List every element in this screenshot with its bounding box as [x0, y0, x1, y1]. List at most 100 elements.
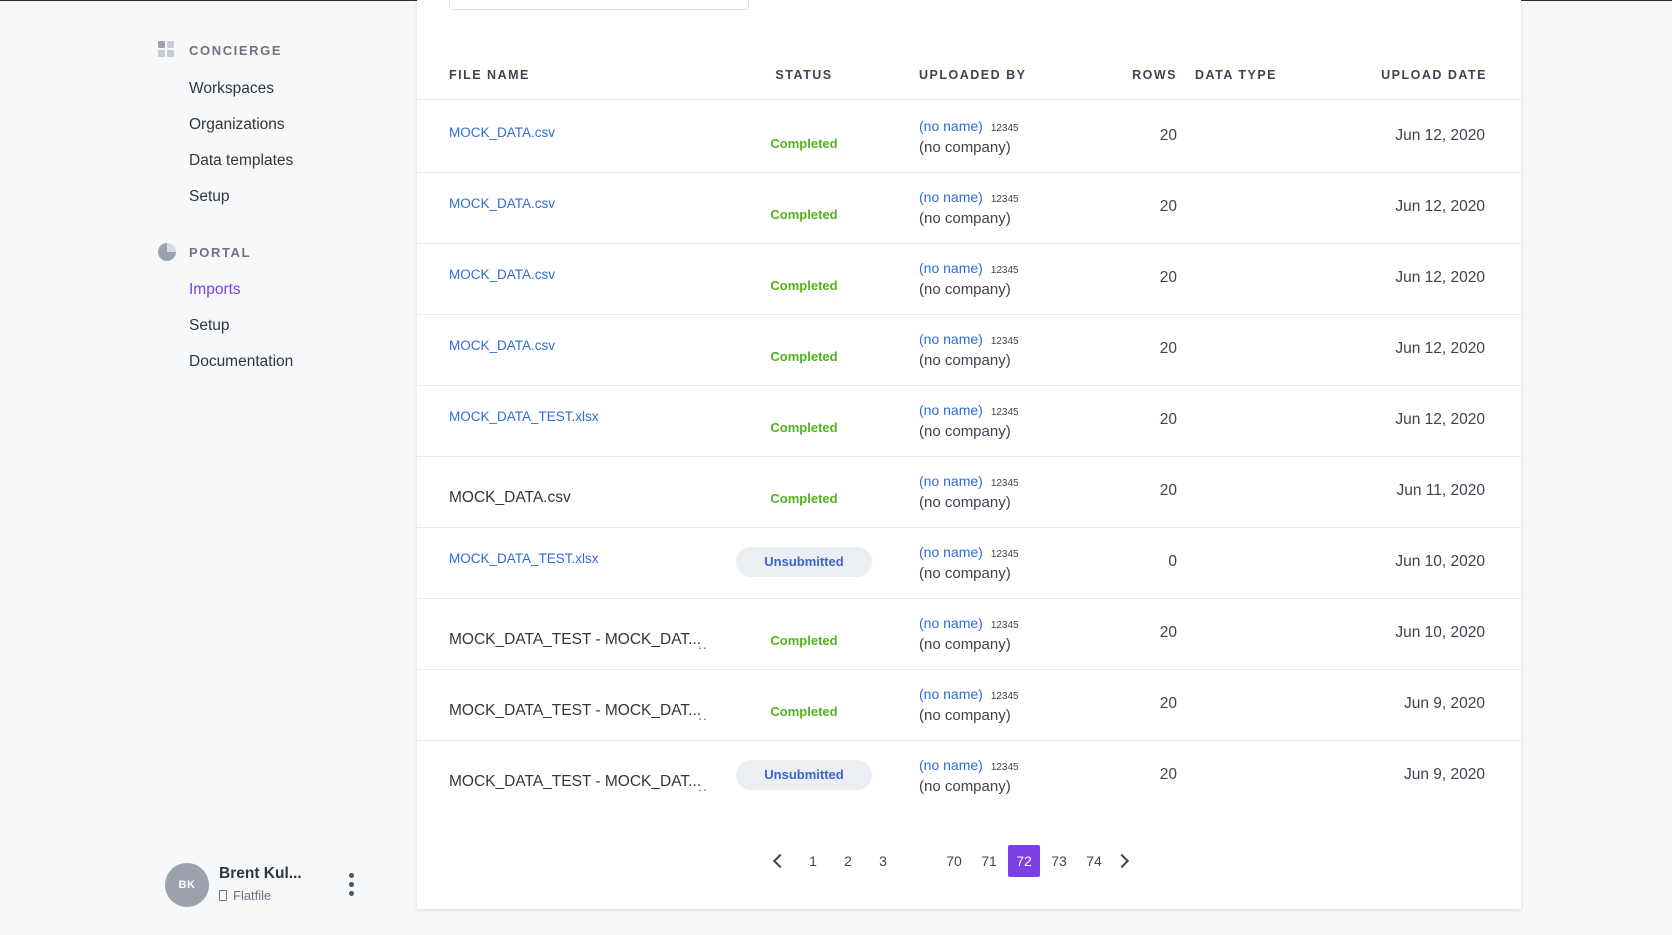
sidebar-item-imports[interactable]: Imports — [189, 281, 241, 298]
uploader-name[interactable]: (no name) — [919, 686, 983, 702]
status-badge: Completed — [770, 207, 838, 222]
uploader-id: 12345 — [990, 691, 1019, 702]
chevron-right-icon[interactable] — [1114, 853, 1130, 869]
status-badge: Completed — [770, 420, 838, 435]
pie-chart-icon — [158, 243, 176, 261]
sidebar-item-portal-setup[interactable]: Setup — [189, 317, 230, 334]
building-icon — [219, 890, 227, 901]
header-file-name[interactable]: FILE NAME — [449, 68, 530, 82]
uploaded-by: (no name) 12345 (no company) — [919, 189, 1019, 227]
user-profile[interactable]: BK Brent Kul... Flatfile — [165, 863, 375, 907]
file-name[interactable]: MOCK_DATA.csv — [449, 125, 556, 140]
status-badge: Completed — [770, 278, 838, 293]
file-name: MOCK_DATA_TEST - MOCK_DAT... — [449, 773, 702, 790]
table-row[interactable]: MOCK_DATA.csv Completed (no name) 12345 (no … — [417, 172, 1521, 244]
truncation-marker: .. — [698, 778, 708, 794]
uploader-name[interactable]: (no name) — [919, 260, 983, 276]
uploader-id: 12345 — [990, 478, 1019, 489]
uploader-id: 12345 — [990, 620, 1019, 631]
row-count: 20 — [1159, 766, 1177, 783]
page-button-71[interactable]: 71 — [981, 853, 997, 869]
sidebar-item-data-templates[interactable]: Data templates — [189, 152, 294, 169]
uploader-company: (no company) — [919, 494, 1011, 511]
sidebar-item-organizations[interactable]: Organizations — [189, 116, 285, 133]
uploaded-by: (no name) 12345 (no company) — [919, 544, 1019, 582]
file-name[interactable]: MOCK_DATA.csv — [449, 267, 556, 282]
upload-date: Jun 10, 2020 — [1395, 624, 1485, 641]
uploader-company: (no company) — [919, 210, 1011, 227]
uploader-id: 12345 — [990, 407, 1019, 418]
upload-date: Jun 9, 2020 — [1403, 766, 1485, 783]
page-button-70[interactable]: 70 — [946, 853, 962, 869]
uploaded-by: (no name) 12345 (no company) — [919, 118, 1019, 156]
uploader-name[interactable]: (no name) — [919, 544, 983, 560]
row-count: 20 — [1159, 482, 1177, 499]
uploader-id: 12345 — [990, 265, 1019, 276]
uploader-id: 12345 — [990, 336, 1019, 347]
section-portal: PORTAL — [158, 243, 251, 261]
header-uploaded-by[interactable]: UPLOADED BY — [919, 68, 1027, 82]
header-data-type[interactable]: DATA TYPE — [1195, 68, 1278, 82]
upload-date: Jun 11, 2020 — [1396, 482, 1485, 499]
user-name: Brent Kul... — [219, 865, 302, 882]
uploader-name[interactable]: (no name) — [919, 331, 983, 347]
table-header: FILE NAME STATUS UPLOADED BY ROWS DATA T… — [417, 58, 1521, 100]
table-row[interactable]: MOCK_DATA.csv Completed (no name) 12345 (no … — [417, 101, 1521, 173]
uploader-name[interactable]: (no name) — [919, 473, 983, 489]
truncation-marker: .. — [698, 636, 708, 652]
section-concierge: CONCIERGE — [158, 41, 282, 59]
sidebar-item-concierge-setup[interactable]: Setup — [189, 188, 230, 205]
header-rows[interactable]: ROWS — [1132, 68, 1177, 82]
file-name[interactable]: MOCK_DATA_TEST.xlsx — [449, 551, 599, 566]
sidebar-item-documentation[interactable]: Documentation — [189, 353, 294, 370]
avatar: BK — [165, 863, 209, 907]
uploader-id: 12345 — [990, 194, 1019, 205]
row-count: 20 — [1159, 624, 1177, 641]
kebab-menu-icon[interactable] — [348, 873, 354, 897]
page-button-73[interactable]: 73 — [1051, 853, 1067, 869]
uploader-name[interactable]: (no name) — [919, 402, 983, 418]
page-button-74[interactable]: 74 — [1086, 853, 1102, 869]
status-badge: Unsubmitted — [736, 547, 872, 577]
status-badge: Completed — [770, 349, 838, 364]
table-row[interactable]: MOCK_DATA.csv Completed (no name) 12345 (no … — [417, 314, 1521, 386]
row-count: 20 — [1159, 198, 1177, 215]
table-row[interactable]: MOCK_DATA_TEST - MOCK_DAT..... Unsubmitte… — [417, 740, 1521, 812]
grid-icon — [158, 41, 176, 59]
search-input[interactable] — [449, 0, 749, 10]
file-name[interactable]: MOCK_DATA_TEST.xlsx — [449, 409, 599, 424]
chevron-left-icon[interactable] — [772, 853, 788, 869]
section-label-concierge: CONCIERGE — [189, 42, 283, 58]
table-row[interactable]: MOCK_DATA.csv Completed (no name) 12345 (no … — [417, 243, 1521, 315]
uploader-name[interactable]: (no name) — [919, 757, 983, 773]
table-row[interactable]: MOCK_DATA_TEST.xlsx Completed (no name) 123… — [417, 385, 1521, 457]
file-name[interactable]: MOCK_DATA.csv — [449, 196, 556, 211]
page-button-1[interactable]: 1 — [809, 853, 817, 869]
table-row[interactable]: MOCK_DATA_TEST - MOCK_DAT..... Completed (… — [417, 669, 1521, 741]
table-row[interactable]: MOCK_DATA_TEST.xlsx Unsubmitted (no name) 1… — [417, 527, 1521, 599]
imports-card: FILE NAME STATUS UPLOADED BY ROWS DATA T… — [417, 0, 1521, 909]
uploader-name[interactable]: (no name) — [919, 615, 983, 631]
upload-date: Jun 12, 2020 — [1395, 269, 1485, 286]
sidebar-item-workspaces[interactable]: Workspaces — [189, 80, 274, 97]
upload-date: Jun 12, 2020 — [1395, 340, 1485, 357]
page-button-3[interactable]: 3 — [879, 853, 887, 869]
status-badge: Completed — [770, 136, 838, 151]
uploader-company: (no company) — [919, 281, 1011, 298]
file-name[interactable]: MOCK_DATA.csv — [449, 338, 556, 353]
header-upload-date[interactable]: UPLOAD DATE — [1381, 68, 1487, 82]
header-status[interactable]: STATUS — [775, 68, 833, 82]
row-count: 20 — [1159, 127, 1177, 144]
uploader-id: 12345 — [990, 123, 1019, 134]
upload-date: Jun 9, 2020 — [1403, 695, 1485, 712]
user-org-label: Flatfile — [233, 888, 272, 903]
status-badge: Completed — [770, 633, 838, 648]
page-button-72[interactable]: 72 — [1008, 845, 1040, 877]
table-row[interactable]: MOCK_DATA.csv Completed (no name) 12345 (no … — [417, 456, 1521, 528]
row-count: 20 — [1159, 695, 1177, 712]
uploader-company: (no company) — [919, 139, 1011, 156]
table-row[interactable]: MOCK_DATA_TEST - MOCK_DAT..... Completed (… — [417, 598, 1521, 670]
page-button-2[interactable]: 2 — [844, 853, 852, 869]
uploader-name[interactable]: (no name) — [919, 118, 983, 134]
uploader-name[interactable]: (no name) — [919, 189, 983, 205]
